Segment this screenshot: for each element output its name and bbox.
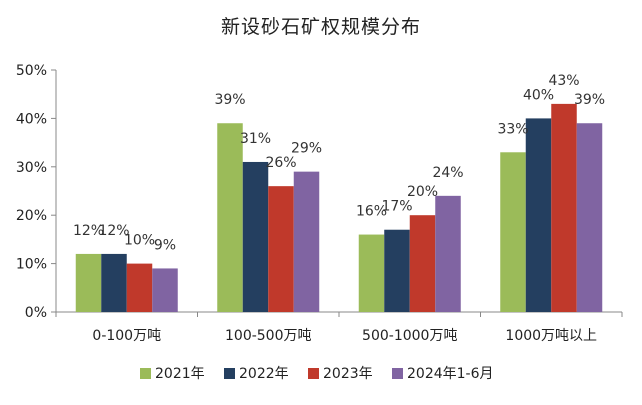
legend-swatch [308, 368, 319, 379]
data-label: 39% [214, 92, 245, 108]
y-tick-label: 50% [16, 63, 47, 79]
bar [217, 123, 243, 313]
bar [435, 195, 461, 312]
y-tick-label: 0% [25, 305, 47, 321]
bars [75, 103, 603, 313]
data-label: 40% [523, 87, 554, 103]
bar [293, 171, 320, 312]
bar [409, 215, 436, 312]
y-tick-label: 30% [16, 160, 47, 176]
bar [384, 229, 410, 312]
chart-title: 新设砂石矿权规模分布 [221, 16, 421, 38]
legend-label: 2023年 [323, 366, 373, 382]
x-tick-label: 0-100万吨 [92, 328, 161, 344]
y-tick-label: 10% [16, 257, 47, 273]
data-labels: 12% 39% 16% 33% 12% 31% 17% 40% 10% 26% 20% 43% 9% 29… [73, 73, 605, 254]
axes: 0% 10% 20% 30% 40% 50% 0-100万吨 100-500万吨 500-100… [16, 63, 623, 344]
data-label: 29% [291, 141, 322, 157]
bar [152, 268, 178, 312]
data-label: 12% [73, 223, 104, 239]
data-label: 10% [124, 233, 155, 249]
data-label: 17% [381, 199, 412, 215]
bar [126, 263, 153, 312]
legend-label: 2021年 [155, 366, 205, 382]
bar [101, 253, 127, 312]
legend: 2021年 2022年 2023年 2024年1-6月 [140, 366, 494, 382]
bar [242, 161, 269, 312]
bar [75, 253, 102, 312]
bar [525, 118, 552, 313]
x-tick-label: 100-500万吨 [225, 328, 312, 344]
data-label: 9% [154, 237, 176, 253]
data-label: 33% [497, 121, 528, 137]
legend-label: 2022年 [239, 366, 289, 382]
data-label: 20% [407, 184, 438, 200]
bar [358, 234, 385, 312]
x-tick-label: 500-1000万吨 [362, 328, 457, 344]
bar [576, 123, 603, 313]
bar [268, 186, 294, 312]
data-label: 12% [98, 223, 129, 239]
data-label: 26% [265, 155, 296, 171]
data-label: 43% [548, 73, 579, 89]
legend-label: 2024年1-6月 [407, 366, 494, 382]
legend-swatch [140, 368, 151, 379]
data-label: 24% [432, 165, 463, 181]
data-label: 39% [574, 92, 605, 108]
legend-swatch [392, 368, 403, 379]
data-label: 16% [356, 204, 387, 220]
data-label: 31% [240, 131, 271, 147]
legend-swatch [224, 368, 235, 379]
bar [500, 152, 526, 312]
y-tick-label: 40% [16, 111, 47, 127]
bar [551, 103, 577, 312]
y-tick-label: 20% [16, 208, 47, 224]
x-tick-label: 1000万吨以上 [505, 328, 597, 344]
